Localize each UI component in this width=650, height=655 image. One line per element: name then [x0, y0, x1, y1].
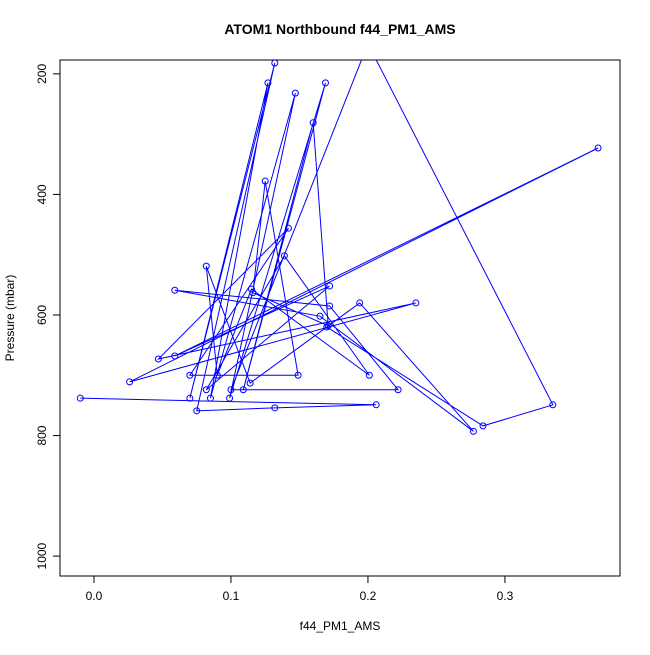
data-point — [248, 285, 256, 293]
data-point — [291, 89, 299, 97]
data-point — [284, 224, 292, 232]
x-tick-label: 0.2 — [360, 589, 377, 603]
y-tick-label: 800 — [35, 425, 49, 445]
data-point — [193, 407, 201, 415]
data-point — [186, 371, 194, 379]
data-point — [412, 299, 420, 307]
data-point — [365, 371, 373, 379]
x-axis-label: f44_PM1_AMS — [300, 619, 381, 633]
data-point — [76, 394, 84, 402]
data-point — [226, 394, 234, 402]
data-point — [309, 119, 317, 127]
data-point — [549, 401, 557, 409]
data-point — [280, 252, 288, 260]
data-point — [249, 289, 257, 297]
data-point — [171, 286, 179, 294]
data-point — [324, 322, 332, 330]
data-point — [202, 386, 210, 394]
data-point — [206, 394, 214, 402]
data-point — [227, 386, 235, 394]
plot-frame — [59, 59, 621, 577]
data-point — [356, 299, 364, 307]
data-point — [294, 371, 302, 379]
data-point — [264, 79, 272, 87]
data-point — [239, 386, 247, 394]
x-tick-label: 0.3 — [497, 589, 514, 603]
x-tick-label: 0.1 — [223, 589, 240, 603]
data-point — [316, 312, 324, 320]
data-line — [80, 60, 599, 432]
data-point — [271, 60, 279, 67]
data-point — [326, 302, 334, 310]
data-point — [126, 378, 134, 386]
data-point — [394, 386, 402, 394]
chart-title: ATOM1 Northbound f44_PM1_AMS — [224, 21, 455, 37]
data-point — [246, 379, 254, 387]
y-tick-label: 1000 — [35, 542, 49, 569]
data-point — [594, 144, 602, 152]
data-point — [213, 371, 221, 379]
data-point — [321, 79, 329, 87]
x-tick-label: 0.0 — [86, 589, 103, 603]
y-tick-label: 400 — [35, 184, 49, 204]
data-point — [202, 262, 210, 270]
data-point — [186, 394, 194, 402]
data-point — [372, 401, 380, 409]
data-point — [479, 422, 487, 430]
plot-area — [76, 41, 602, 435]
y-axis-label: Pressure (mbar) — [3, 275, 17, 362]
data-point — [323, 323, 331, 331]
y-tick-label: 200 — [35, 64, 49, 84]
data-point — [271, 404, 279, 412]
data-point — [171, 352, 179, 360]
data-point — [326, 282, 334, 290]
y-tick-label: 600 — [35, 305, 49, 325]
data-point — [365, 41, 371, 47]
data-point — [469, 427, 477, 435]
data-point — [261, 177, 269, 185]
data-point — [154, 355, 162, 363]
